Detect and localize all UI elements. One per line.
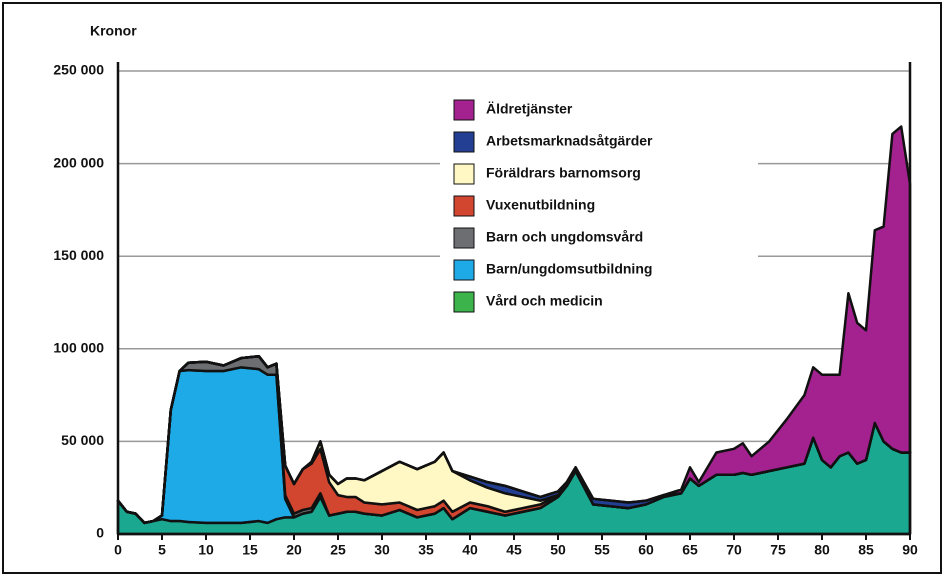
x-tick-label: 70 xyxy=(726,542,742,558)
legend-swatch xyxy=(453,291,475,313)
y-tick-label: 250 000 xyxy=(53,62,104,78)
x-tick-label: 25 xyxy=(330,542,346,558)
legend-label: Vård och medicin xyxy=(486,293,603,309)
x-tick-label: 0 xyxy=(114,542,122,558)
legend-label: Föräldrars barnomsorg xyxy=(486,165,641,181)
y-tick-label: 0 xyxy=(96,525,104,541)
y-axis-label: Kronor xyxy=(90,23,137,39)
x-tick-label: 75 xyxy=(770,542,786,558)
x-tick-label: 50 xyxy=(550,542,566,558)
x-tick-label: 35 xyxy=(418,542,434,558)
x-tick-label: 65 xyxy=(682,542,698,558)
x-tick-label: 40 xyxy=(462,542,478,558)
legend-swatch xyxy=(453,195,475,217)
x-tick-label: 80 xyxy=(814,542,830,558)
x-tick-label: 5 xyxy=(158,542,166,558)
y-tick-label: 150 000 xyxy=(53,247,104,263)
legend-swatch xyxy=(453,131,475,153)
legend-label: Arbetsmarknadsåtgärder xyxy=(486,133,653,149)
x-tick-label: 55 xyxy=(594,542,610,558)
x-tick-label: 90 xyxy=(902,542,918,558)
x-tick-label: 85 xyxy=(858,542,874,558)
x-tick-label: 10 xyxy=(198,542,214,558)
y-tick-label: 50 000 xyxy=(61,432,104,448)
legend: Äldretjänster Arbetsmarknadsåtgärder Föräl… xyxy=(440,88,758,324)
legend-label: Vuxenutbildning xyxy=(486,197,595,213)
legend-swatch xyxy=(453,227,475,249)
legend-label: Barn och ungdomsvård xyxy=(486,229,643,245)
legend-box xyxy=(440,88,758,324)
x-tick-label: 45 xyxy=(506,542,522,558)
legend-label: Äldretjänster xyxy=(486,101,573,117)
legend-swatch xyxy=(453,259,475,281)
y-tick-label: 200 000 xyxy=(53,154,104,170)
legend-swatch xyxy=(453,99,475,121)
x-tick-label: 15 xyxy=(242,542,258,558)
x-tick-label: 30 xyxy=(374,542,390,558)
y-tick-label: 100 000 xyxy=(53,340,104,356)
legend-label: Barn/ungdomsutbildning xyxy=(486,261,652,277)
legend-swatch xyxy=(453,163,475,185)
x-tick-label: 60 xyxy=(638,542,654,558)
x-tick-label: 20 xyxy=(286,542,302,558)
